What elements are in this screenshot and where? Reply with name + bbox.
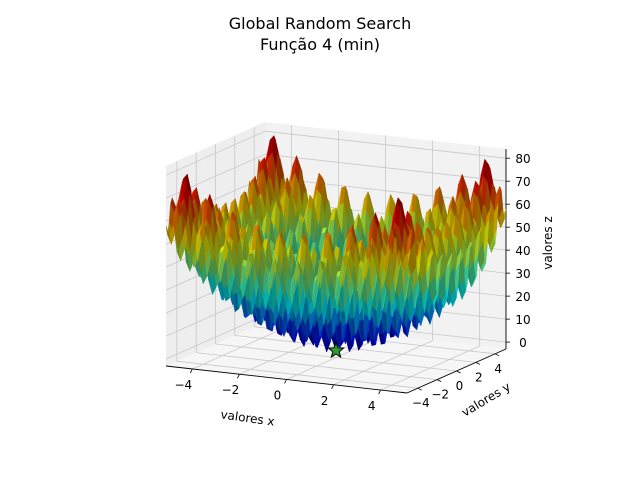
floor-gridline-y [176, 360, 418, 389]
minimum-star-marker [327, 341, 345, 359]
x-tick [378, 389, 381, 395]
x-tick [190, 368, 193, 374]
y-tick-label: 2 [475, 370, 483, 384]
back-gridline-z [264, 130, 507, 159]
floor-gridline-y [196, 352, 438, 380]
z-tick-label: 20 [515, 290, 530, 304]
z-tick-label: 40 [515, 244, 530, 258]
y-tick [436, 379, 442, 382]
minimum-marker-layer [327, 341, 345, 359]
floor-gridline-y [234, 335, 476, 363]
x-tick-label: −4 [175, 378, 193, 392]
chart-title: Global Random Search [229, 14, 411, 33]
floor-gridline-y [215, 343, 457, 372]
surface-plot [165, 135, 507, 353]
z-tick-label: 80 [515, 152, 530, 166]
y-tick [494, 353, 500, 357]
y-tick-label: −2 [431, 388, 449, 402]
y-tick-label: 0 [456, 379, 464, 393]
z-tick-label: 10 [515, 313, 530, 327]
x-tick [284, 379, 287, 384]
z-tick-label: 70 [515, 175, 530, 189]
z-axis-label: valores z [541, 216, 555, 270]
z-tick-label: 50 [515, 221, 530, 235]
x-tick-label: 4 [368, 399, 376, 413]
chart-subtitle: Função 4 (min) [260, 35, 380, 54]
y-tick [475, 362, 481, 365]
z-tick-label: 30 [515, 267, 530, 281]
y-tick [417, 387, 423, 391]
back-gridline-z [264, 153, 507, 182]
surface-patch [402, 252, 409, 272]
side-gridline-z [165, 130, 266, 176]
x-tick [237, 374, 240, 379]
x-tick-label: −2 [222, 383, 240, 397]
x-tick-label: 0 [274, 389, 282, 403]
side-gridline-z [165, 314, 266, 360]
x-tick [331, 384, 334, 389]
x-tick-label: 2 [321, 394, 329, 408]
z-tick-label: 0 [519, 336, 527, 350]
y-tick-label: 4 [494, 362, 502, 376]
y-tick [456, 370, 461, 374]
z-tick-label: 60 [515, 198, 530, 212]
y-tick-label: −4 [412, 396, 430, 410]
